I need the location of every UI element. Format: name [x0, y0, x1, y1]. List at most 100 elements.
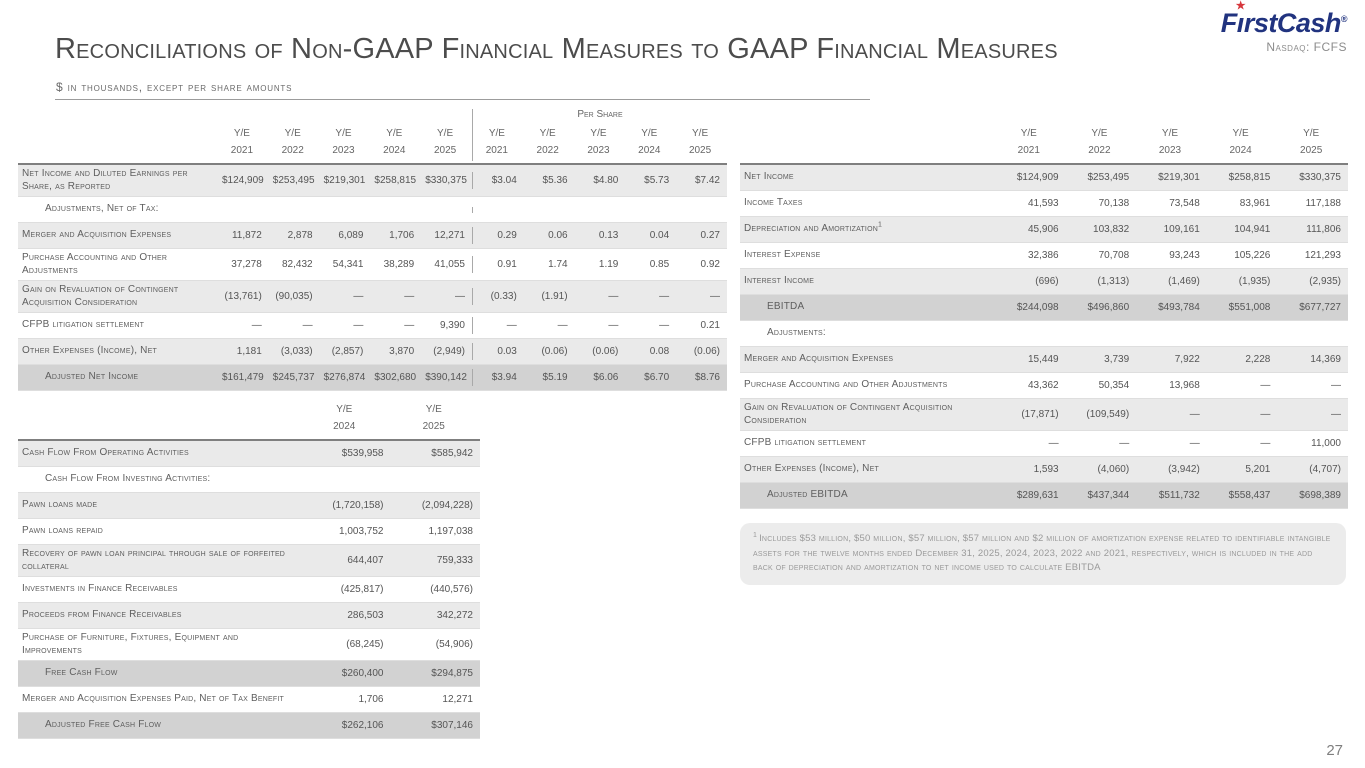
column-header: Y/E 2024 [625, 122, 676, 161]
value-cell [1136, 331, 1207, 337]
value-cell: $276,874 [323, 372, 366, 383]
value-cell: — [1330, 409, 1341, 420]
header-spacer [740, 155, 995, 161]
column-header: Y/E 2024 [301, 398, 391, 437]
value-cell: (0.06) [693, 346, 720, 357]
row-label: Interest Income [744, 275, 815, 287]
row-label: Pawn loans repaid [22, 525, 103, 537]
row-label: Adjusted Net Income [45, 371, 139, 383]
value-cell: $677,727 [1299, 302, 1341, 313]
value-cell: 83,961 [1239, 198, 1271, 209]
value-cell: 50,354 [1098, 380, 1130, 391]
row-label: Adjustments, Net of Tax: [45, 203, 159, 215]
row-label: Recovery of pawn loan principal through … [22, 548, 286, 572]
table-row: Adjusted Free Cash Flow $262,106 $307,146 [18, 713, 480, 739]
year-prefix: Y/E [233, 128, 250, 139]
value-cell: (54,906) [435, 639, 473, 650]
value-cell: — [1260, 409, 1271, 420]
value-cell: (4,707) [1309, 464, 1341, 475]
value-cell: 54,341 [332, 259, 364, 270]
year-value: 2025 [433, 145, 457, 156]
value-cell: — [404, 320, 415, 331]
value-cell [1277, 331, 1348, 337]
value-cell: (0.06) [541, 346, 568, 357]
table-row: Adjustments, Net of Tax: [18, 197, 727, 223]
row-label: Proceeds from Finance Receivables [22, 609, 182, 621]
value-cell: $219,301 [323, 175, 366, 186]
value-cell: $511,732 [1158, 490, 1200, 501]
table-row: Free Cash Flow $260,400 $294,875 [18, 661, 480, 687]
free-cash-flow-table-header: Y/E 2024 Y/E 2025 [18, 398, 480, 441]
column-header: Y/E 2024 [370, 122, 421, 161]
value-cell: 11,872 [231, 230, 262, 241]
year-value: 2022 [536, 145, 559, 156]
year-prefix: Y/E [336, 404, 353, 415]
value-cell: — [1330, 380, 1341, 391]
table-row: Other Expenses (Income), Net 1,593 (4,060)… [740, 457, 1348, 483]
row-label: Interest Expense [744, 249, 821, 261]
year-value: 2021 [1017, 145, 1040, 156]
value-cell: 0.21 [700, 320, 720, 331]
value-cell: $8.76 [694, 372, 720, 383]
value-cell: $4.80 [593, 175, 619, 186]
value-cell: (1,469) [1168, 276, 1200, 287]
year-value: 2021 [485, 145, 508, 156]
column-header: Y/E 2022 [269, 122, 320, 161]
value-cell: 1,181 [236, 346, 262, 357]
table-row: Gain on Revaluation of Contingent Acquis… [740, 399, 1348, 431]
value-cell: — [709, 291, 720, 302]
value-cell: (17,871) [1021, 409, 1059, 420]
value-cell: 6,089 [338, 230, 364, 241]
value-cell: — [659, 320, 670, 331]
row-label: Purchase Accounting and Other Adjustment… [744, 379, 948, 391]
row-label: Adjusted Free Cash Flow [45, 719, 162, 731]
table-row: Pawn loans made (1,720,158) (2,094,228) [18, 493, 480, 519]
value-cell: — [1189, 438, 1200, 449]
value-cell: 1.19 [598, 259, 619, 270]
brand-i: ı ★ [1235, 0, 1246, 38]
value-cell: 0.06 [548, 230, 568, 241]
value-cell: 37,278 [231, 259, 262, 270]
value-cell [301, 477, 391, 483]
year-value: 2025 [422, 421, 445, 432]
year-value: 2023 [332, 145, 355, 156]
value-cell: $558,437 [1228, 490, 1271, 501]
value-cell: — [557, 320, 568, 331]
year-prefix: Y/E [437, 128, 454, 139]
value-cell [1066, 331, 1137, 337]
row-label: Merger and Acquisition Expenses [22, 229, 172, 241]
value-cell: $496,860 [1087, 302, 1130, 313]
table-row: Income Taxes 41,593 70,138 73,548 83,961 117,… [740, 191, 1348, 217]
value-cell: $253,495 [272, 175, 315, 186]
value-cell: (0.06) [592, 346, 619, 357]
value-cell: $5.73 [644, 175, 670, 186]
year-value: 2024 [333, 421, 356, 432]
value-cell: 45,906 [1028, 224, 1059, 235]
value-cell: $253,495 [1087, 172, 1130, 183]
value-cell: (1.91) [541, 291, 568, 302]
value-cell: 5,201 [1245, 464, 1271, 475]
value-cell: 0.08 [649, 346, 670, 357]
per-share-group-row: Per Share [18, 104, 727, 122]
value-cell: (90,035) [275, 291, 313, 302]
table-row: CFPB litigation settlement — — — — 9,390 — — — — 0… [18, 313, 727, 339]
row-label: Other Expenses (Income), Net [744, 463, 879, 475]
value-cell: 109,161 [1163, 224, 1200, 235]
value-cell: (3,033) [280, 346, 313, 357]
table-row: Depreciation and Amortization1 45,906 103,… [740, 217, 1348, 243]
value-cell: $3.94 [471, 369, 524, 386]
ebitda-table-header: Y/E 2021 Y/E 2022 Y/E 2023 Y/E 2024 Y/E 2025 [740, 122, 1348, 165]
value-cell: (2,935) [1309, 276, 1341, 287]
table-row: Adjusted EBITDA $289,631 $437,344 $511,732 $… [740, 483, 1348, 509]
page-subtitle: $ in thousands, except per share amounts [56, 80, 293, 94]
ticker-label: Nasdaq: FCFS [1266, 40, 1347, 54]
year-prefix: Y/E [335, 128, 352, 139]
value-cell: 2,228 [1245, 354, 1271, 365]
value-cell [625, 207, 676, 213]
value-cell [320, 207, 371, 213]
value-cell: $258,815 [1228, 172, 1271, 183]
year-prefix: Y/E [1091, 128, 1108, 139]
value-cell: — [251, 320, 262, 331]
value-cell: (1,935) [1238, 276, 1271, 287]
table-row: Investments in Finance Receivables (425,8… [18, 577, 480, 603]
